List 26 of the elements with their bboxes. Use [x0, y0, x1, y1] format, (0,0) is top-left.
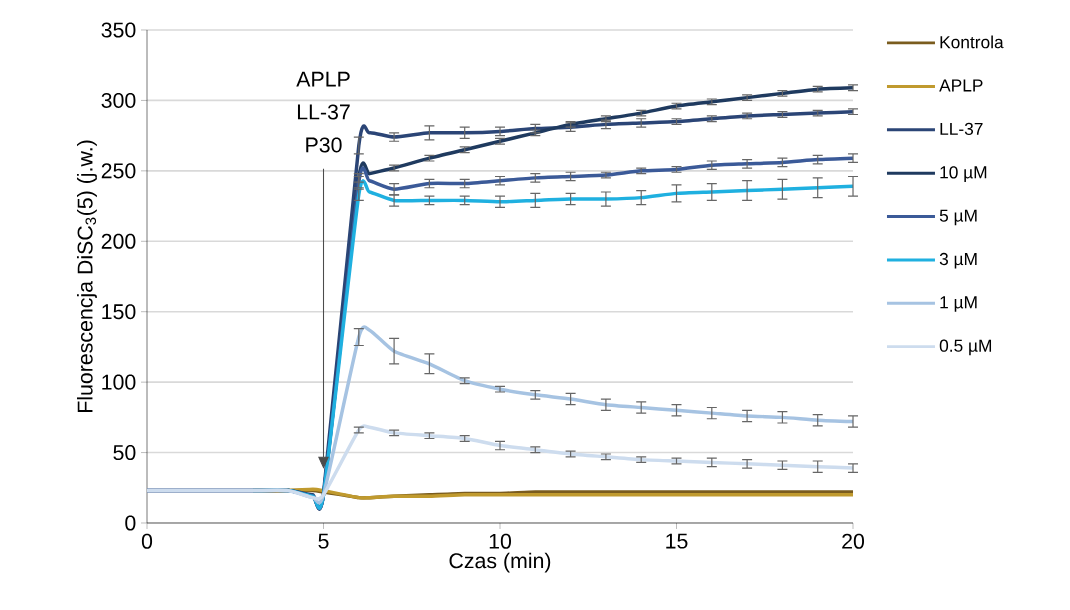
x-tick-label: 0 — [141, 533, 153, 549]
legend-label: 10 µM — [940, 166, 987, 182]
legend-label: APLP — [939, 79, 983, 92]
y-axis-title: Fluorescencja DiSC$_{3}$(5) (j.w.) — [76, 140, 97, 412]
legend-label: 5 µM — [939, 209, 977, 226]
y-tick-label: 250 — [101, 163, 136, 179]
x-tick-label: 5 — [318, 533, 329, 549]
y-tick-label: 350 — [101, 22, 136, 38]
legend-label: 1 µM — [940, 296, 977, 312]
legend-label: 3 µM — [939, 252, 977, 269]
x-tick-label: 20 — [842, 533, 865, 549]
x-axis-title: Czas (min) — [449, 552, 551, 573]
annotation: APLP — [296, 71, 350, 87]
legend-label: Kontrola — [940, 35, 1004, 49]
y-tick-label: 150 — [102, 304, 136, 320]
y-tick-label: 0 — [125, 515, 136, 531]
legend-label: 0.5 µM — [939, 339, 992, 356]
annotation: P30 — [306, 137, 342, 153]
x-tick-label: 10 — [489, 533, 512, 549]
x-tick-label: 15 — [666, 533, 688, 549]
y-tick-label: 200 — [101, 233, 136, 249]
y-tick-label: 50 — [113, 445, 136, 461]
y-tick-label: 100 — [102, 374, 136, 390]
annotation: LL-37 — [297, 104, 350, 120]
y-tick-label: 300 — [101, 92, 136, 108]
legend-label: LL-37 — [940, 122, 983, 136]
